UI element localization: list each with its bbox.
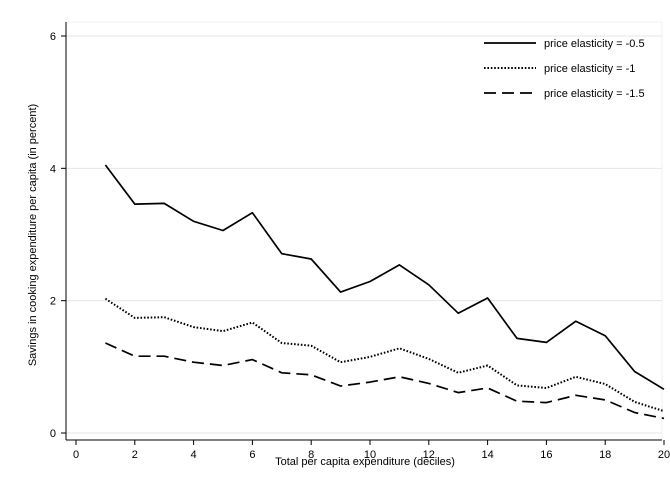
x-tick-label-16: 16 bbox=[540, 449, 552, 461]
axes: 0 2 4 6 0 2 4 6 8 10 12 14 16 18 20 bbox=[50, 22, 670, 461]
x-tick-label-8: 8 bbox=[308, 449, 314, 461]
x-tick-label-14: 14 bbox=[481, 449, 493, 461]
x-axis-title: Total per capita expenditure (deciles) bbox=[275, 456, 455, 468]
legend: price elasticity = -0.5 price elasticity … bbox=[484, 38, 645, 100]
x-tick-label-6: 6 bbox=[249, 449, 255, 461]
series-lines bbox=[104, 164, 665, 420]
series-line-3 bbox=[105, 342, 665, 420]
x-tick-label-10: 10 bbox=[364, 449, 376, 461]
x-tick-label-2: 2 bbox=[132, 449, 138, 461]
x-tick-label-12: 12 bbox=[423, 449, 435, 461]
legend-label-1: price elasticity = -0.5 bbox=[544, 38, 645, 50]
legend-label-2: price elasticity = -1 bbox=[544, 63, 635, 75]
y-axis-title: Savings in cooking expenditure per capit… bbox=[27, 104, 39, 366]
y-tick-label-2: 2 bbox=[50, 296, 56, 308]
x-tick-label-0: 0 bbox=[73, 449, 79, 461]
y-tick-label-0: 0 bbox=[50, 428, 56, 440]
y-tick-label-4: 4 bbox=[50, 163, 56, 175]
series-line-1 bbox=[104, 164, 665, 391]
x-tick-label-20: 20 bbox=[658, 449, 670, 461]
legend-label-3: price elasticity = -1.5 bbox=[544, 88, 645, 100]
x-tick-label-18: 18 bbox=[599, 449, 611, 461]
y-tick-label-6: 6 bbox=[50, 31, 56, 43]
x-tick-label-4: 4 bbox=[191, 449, 197, 461]
series-line-2 bbox=[104, 297, 665, 413]
